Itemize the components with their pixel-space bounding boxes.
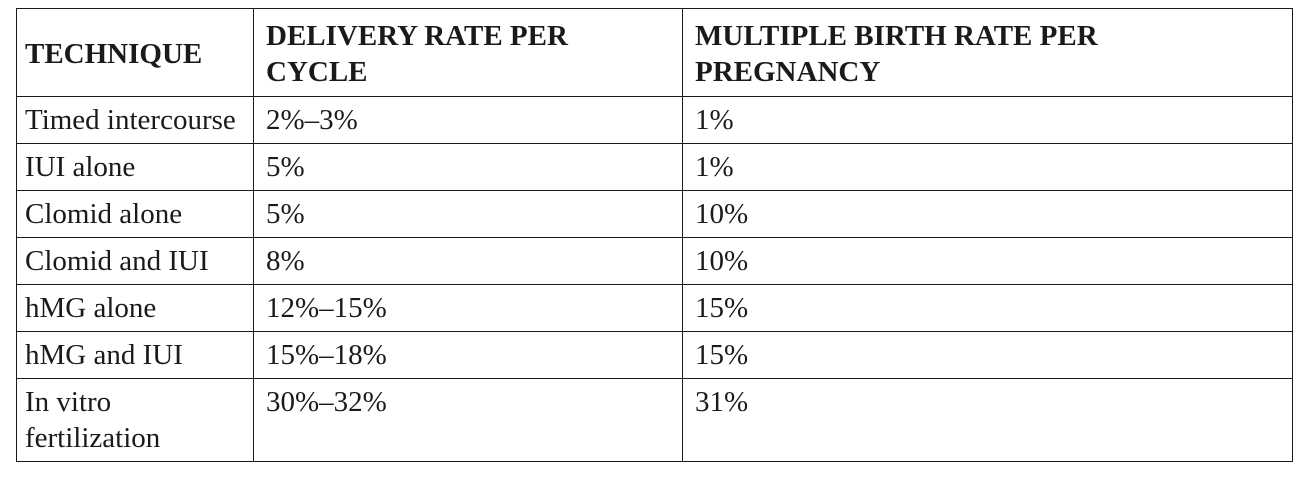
fertility-technique-table: TECHNIQUE DELIVERY RATE PER CYCLE MULTIP… — [16, 8, 1293, 462]
technique-cell: Timed intercourse — [16, 96, 254, 144]
delivery-rate-cell: 12%–15% — [253, 284, 683, 332]
multiple-birth-rate-cell: 31% — [682, 378, 1293, 462]
multiple-birth-rate-cell: 15% — [682, 331, 1293, 379]
table-row: In vitro fertilization 30%–32% 31% — [16, 378, 1293, 462]
technique-cell: hMG and IUI — [16, 331, 254, 379]
multiple-birth-rate-cell: 1% — [682, 96, 1293, 144]
technique-cell: Clomid and IUI — [16, 237, 254, 285]
table-row: hMG alone 12%–15% 15% — [16, 284, 1293, 332]
column-header-technique: TECHNIQUE — [16, 8, 254, 97]
delivery-rate-cell: 8% — [253, 237, 683, 285]
table-row: Clomid alone 5% 10% — [16, 190, 1293, 238]
delivery-rate-cell: 30%–32% — [253, 378, 683, 462]
column-header-multiple-birth-rate: MULTIPLE BIRTH RATE PER PREGNANCY — [682, 8, 1293, 97]
column-header-delivery-rate: DELIVERY RATE PER CYCLE — [253, 8, 683, 97]
table-row: Timed intercourse 2%–3% 1% — [16, 96, 1293, 144]
technique-cell: In vitro fertilization — [16, 378, 254, 462]
delivery-rate-cell: 5% — [253, 143, 683, 191]
delivery-rate-cell: 15%–18% — [253, 331, 683, 379]
multiple-birth-rate-cell: 10% — [682, 190, 1293, 238]
multiple-birth-rate-cell: 10% — [682, 237, 1293, 285]
technique-cell: Clomid alone — [16, 190, 254, 238]
table-row: hMG and IUI 15%–18% 15% — [16, 331, 1293, 379]
table-row: Clomid and IUI 8% 10% — [16, 237, 1293, 285]
multiple-birth-rate-cell: 1% — [682, 143, 1293, 191]
delivery-rate-cell: 2%–3% — [253, 96, 683, 144]
table-row: IUI alone 5% 1% — [16, 143, 1293, 191]
technique-cell: IUI alone — [16, 143, 254, 191]
technique-cell: hMG alone — [16, 284, 254, 332]
multiple-birth-rate-cell: 15% — [682, 284, 1293, 332]
table-header-row: TECHNIQUE DELIVERY RATE PER CYCLE MULTIP… — [16, 8, 1293, 97]
delivery-rate-cell: 5% — [253, 190, 683, 238]
